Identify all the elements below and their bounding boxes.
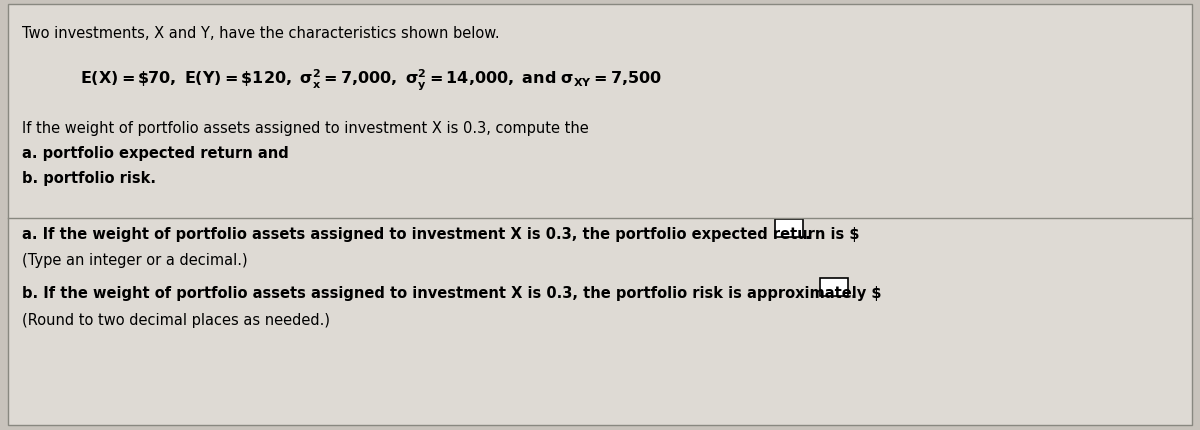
Bar xyxy=(775,219,803,237)
Text: $\mathbf{E(X)=\$70,\ E(Y)=\$120,\ \sigma_x^2=7{,}000,\ \sigma_y^2=14{,}000,\ and: $\mathbf{E(X)=\$70,\ E(Y)=\$120,\ \sigma… xyxy=(80,68,662,93)
Text: (Type an integer or a decimal.): (Type an integer or a decimal.) xyxy=(22,252,247,267)
Text: b. portfolio risk.: b. portfolio risk. xyxy=(22,171,156,186)
Text: Two investments, X and Y, have the characteristics shown below.: Two investments, X and Y, have the chara… xyxy=(22,26,499,41)
Text: b. If the weight of portfolio assets assigned to investment X is 0.3, the portfo: b. If the weight of portfolio assets ass… xyxy=(22,286,882,300)
Text: If the weight of portfolio assets assigned to investment X is 0.3, compute the: If the weight of portfolio assets assign… xyxy=(22,121,589,136)
Text: a. portfolio expected return and: a. portfolio expected return and xyxy=(22,146,289,161)
Text: .: . xyxy=(805,227,811,241)
Text: .: . xyxy=(850,286,856,300)
Bar xyxy=(820,278,848,296)
Text: (Round to two decimal places as needed.): (Round to two decimal places as needed.) xyxy=(22,312,330,327)
Text: a. If the weight of portfolio assets assigned to investment X is 0.3, the portfo: a. If the weight of portfolio assets ass… xyxy=(22,227,859,241)
